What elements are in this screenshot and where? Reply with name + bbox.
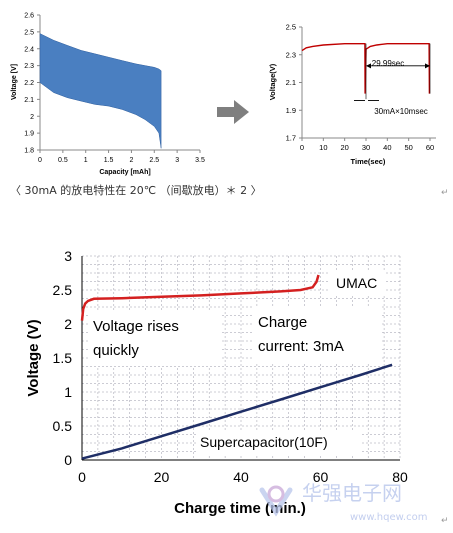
c3-supercapacitor-line bbox=[81, 363, 393, 460]
c2-y-tick-label: 2.5 bbox=[286, 23, 296, 32]
c3-y-tick-label: 1.5 bbox=[53, 350, 73, 366]
c3-rise-label-box bbox=[88, 310, 222, 366]
c1-x-tick-label: 0 bbox=[38, 157, 42, 164]
c3-x-tick-label: 60 bbox=[313, 469, 329, 485]
c3-umac-label: UMAC bbox=[336, 275, 377, 291]
charge-comparison-chart: 0 0.5 1 1.5 2 2.5 3 0 20 40 60 80 UMAC Voltage ris… bbox=[25, 248, 408, 517]
c2-x-tick-label: 30 bbox=[362, 143, 370, 152]
c2-x-tick-label: 10 bbox=[319, 143, 327, 152]
c1-x-tick-label: 3 bbox=[175, 157, 179, 164]
c2-x-tick-label: 50 bbox=[404, 143, 412, 152]
c3-x-tick-label: 0 bbox=[78, 469, 86, 485]
c2-voltage-line bbox=[301, 43, 431, 94]
c3-x-tick-label: 80 bbox=[392, 469, 408, 485]
transition-arrow bbox=[217, 100, 249, 124]
c1-x-tick-label: 3.5 bbox=[195, 157, 205, 164]
watermark-cn-text: 华强电子网 bbox=[302, 481, 402, 505]
c3-supercap-label: Supercapacitor(10F) bbox=[200, 434, 328, 450]
c3-y-tick-label: 2.5 bbox=[53, 282, 73, 298]
c2-pulse-label: 30mA×10msec bbox=[374, 107, 428, 116]
c1-y-tick-label: 2.4 bbox=[24, 46, 34, 53]
intermittent-discharge-chart: 1.7 1.9 2.1 2.3 2.5 0 10 20 30 40 50 60 29.99sec 3… bbox=[268, 23, 436, 166]
c1-y-tick-label: 1.9 bbox=[24, 131, 34, 138]
c1-voltage-band bbox=[39, 33, 162, 149]
c1-y-tick-label: 1.8 bbox=[24, 148, 34, 155]
c2-interval-arrowhead-right bbox=[425, 63, 430, 69]
c2-y-tick-label: 1.9 bbox=[286, 106, 296, 115]
c2-interval-arrowhead-left bbox=[366, 63, 371, 69]
watermark-url-text: www.hqew.com bbox=[350, 512, 427, 523]
c1-y-axis-title: Voltage [V] bbox=[11, 64, 18, 100]
c1-x-tick-label: 1.5 bbox=[104, 157, 114, 164]
c2-x-axis-title: Time(sec) bbox=[351, 157, 386, 166]
c2-x-tick-label: 60 bbox=[426, 143, 434, 152]
arrow-icon bbox=[217, 100, 249, 124]
c3-y-tick-label: 3 bbox=[64, 248, 72, 264]
c3-y-axis-title: Voltage (V) bbox=[25, 319, 42, 396]
c2-x-tick-label: 0 bbox=[300, 143, 304, 152]
discharge-capacity-chart: 1.8 1.9 2 2.1 2.2 2.3 2.4 2.5 2.6 0 0.5 1 1.5 2 2.5 3 3… bbox=[11, 13, 205, 177]
c2-y-tick-label: 1.7 bbox=[286, 134, 296, 143]
watermark-emblem-icon bbox=[259, 485, 293, 517]
figure-caption: 〈 30mA 的放电特性在 20℃ （间歇放电）＊ 2 〉 bbox=[10, 184, 262, 197]
c2-x-tick-label: 20 bbox=[340, 143, 348, 152]
c3-y-tick-label: 0.5 bbox=[53, 418, 73, 434]
c1-x-axis-title: Capacity [mAh] bbox=[99, 169, 150, 176]
c3-charge-label-box bbox=[252, 306, 382, 362]
c3-supercap-label-box bbox=[196, 430, 362, 454]
c1-y-tick-label: 2.6 bbox=[24, 13, 34, 20]
watermark-logo: 华强电子网 www.hqew.com bbox=[259, 481, 427, 523]
c2-y-tick-label: 2.3 bbox=[286, 50, 296, 59]
c3-y-tick-label: 1 bbox=[64, 384, 72, 400]
c1-x-tick-label: 2.5 bbox=[149, 157, 159, 164]
paragraph-mark-1: ↵ bbox=[441, 188, 449, 198]
c1-y-tick-label: 2.1 bbox=[24, 97, 34, 104]
c3-umac-label-box bbox=[330, 270, 386, 294]
c1-y-tick-label: 2.5 bbox=[24, 29, 34, 36]
paragraph-mark-2: ↵ bbox=[441, 516, 449, 526]
c3-x-tick-label: 40 bbox=[233, 469, 249, 485]
c1-x-tick-label: 1 bbox=[84, 157, 88, 164]
c3-y-tick-label: 2 bbox=[64, 316, 72, 332]
c1-x-tick-label: 0.5 bbox=[58, 157, 68, 164]
c1-x-tick-label: 2 bbox=[129, 157, 133, 164]
c2-y-tick-label: 2.1 bbox=[286, 78, 296, 87]
c3-x-tick-label: 20 bbox=[154, 469, 170, 485]
c3-charge-label-line2: current: 3mA bbox=[258, 338, 344, 355]
c2-interval-label: 29.99sec bbox=[372, 59, 404, 68]
c3-rise-label-line2: quickly bbox=[93, 342, 139, 359]
c1-y-tick-label: 2 bbox=[30, 114, 34, 121]
c3-umac-line bbox=[80, 274, 320, 321]
c1-y-tick-label: 2.3 bbox=[24, 63, 34, 70]
c3-y-tick-label: 0 bbox=[64, 452, 72, 468]
c3-charge-label-line1: Charge bbox=[258, 314, 307, 331]
c2-y-axis-title: Voltage(V) bbox=[268, 63, 277, 100]
c3-rise-label-line1: Voltage rises bbox=[93, 318, 179, 335]
c2-x-tick-label: 40 bbox=[383, 143, 391, 152]
c1-y-tick-label: 2.2 bbox=[24, 80, 34, 87]
